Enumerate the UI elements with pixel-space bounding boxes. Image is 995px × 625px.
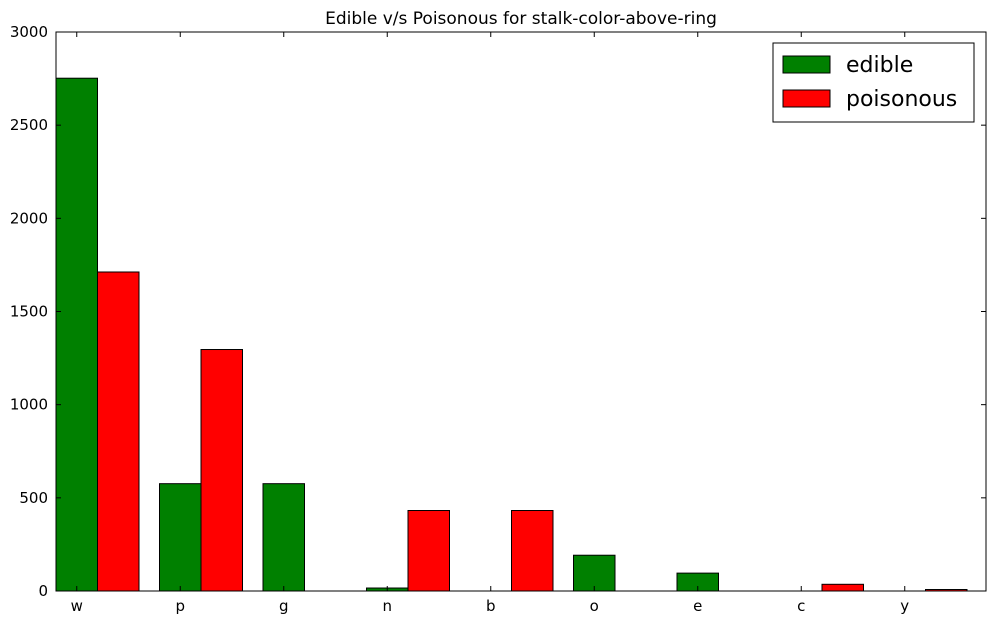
plot-frame [55,31,987,592]
x-tick-label: w [71,597,83,615]
legend-swatch-poisonous [782,89,831,108]
y-tick-label: 2000 [10,209,48,227]
x-tick-label: e [693,597,702,615]
bar-poisonous-w [97,271,140,592]
bar-edible-w [55,77,98,592]
y-axis: 0 500 1000 1500 2000 2500 3000 [10,23,986,600]
bar-poisonous-p [200,349,243,592]
bar-edible-g [262,483,305,592]
x-tick-label: c [797,597,805,615]
x-tick-label: p [175,597,185,615]
y-tick-label: 500 [19,489,48,507]
bar-poisonous-b [511,510,554,592]
bar-edible-p [159,483,202,592]
legend: edible poisonous [772,42,975,123]
y-tick-label: 1500 [10,303,48,321]
y-tick-label: 2500 [10,116,48,134]
bar-edible-o [573,554,616,592]
x-tick-label: o [590,597,599,615]
y-tick-label: 3000 [10,23,48,41]
x-tick-label: b [486,597,496,615]
y-tick-label: 0 [38,582,48,600]
x-tick-label: y [900,597,909,615]
x-tick-label: n [382,597,392,615]
chart-title: Edible v/s Poisonous for stalk-color-abo… [325,9,717,29]
legend-label-edible: edible [846,53,913,78]
legend-label-poisonous: poisonous [846,87,957,112]
x-tick-label: g [279,597,289,615]
bar-poisonous-c [821,583,864,592]
bar-poisonous-n [407,510,450,592]
y-tick-label: 1000 [10,396,48,414]
legend-swatch-edible [782,55,831,74]
bars-layer [55,77,968,592]
